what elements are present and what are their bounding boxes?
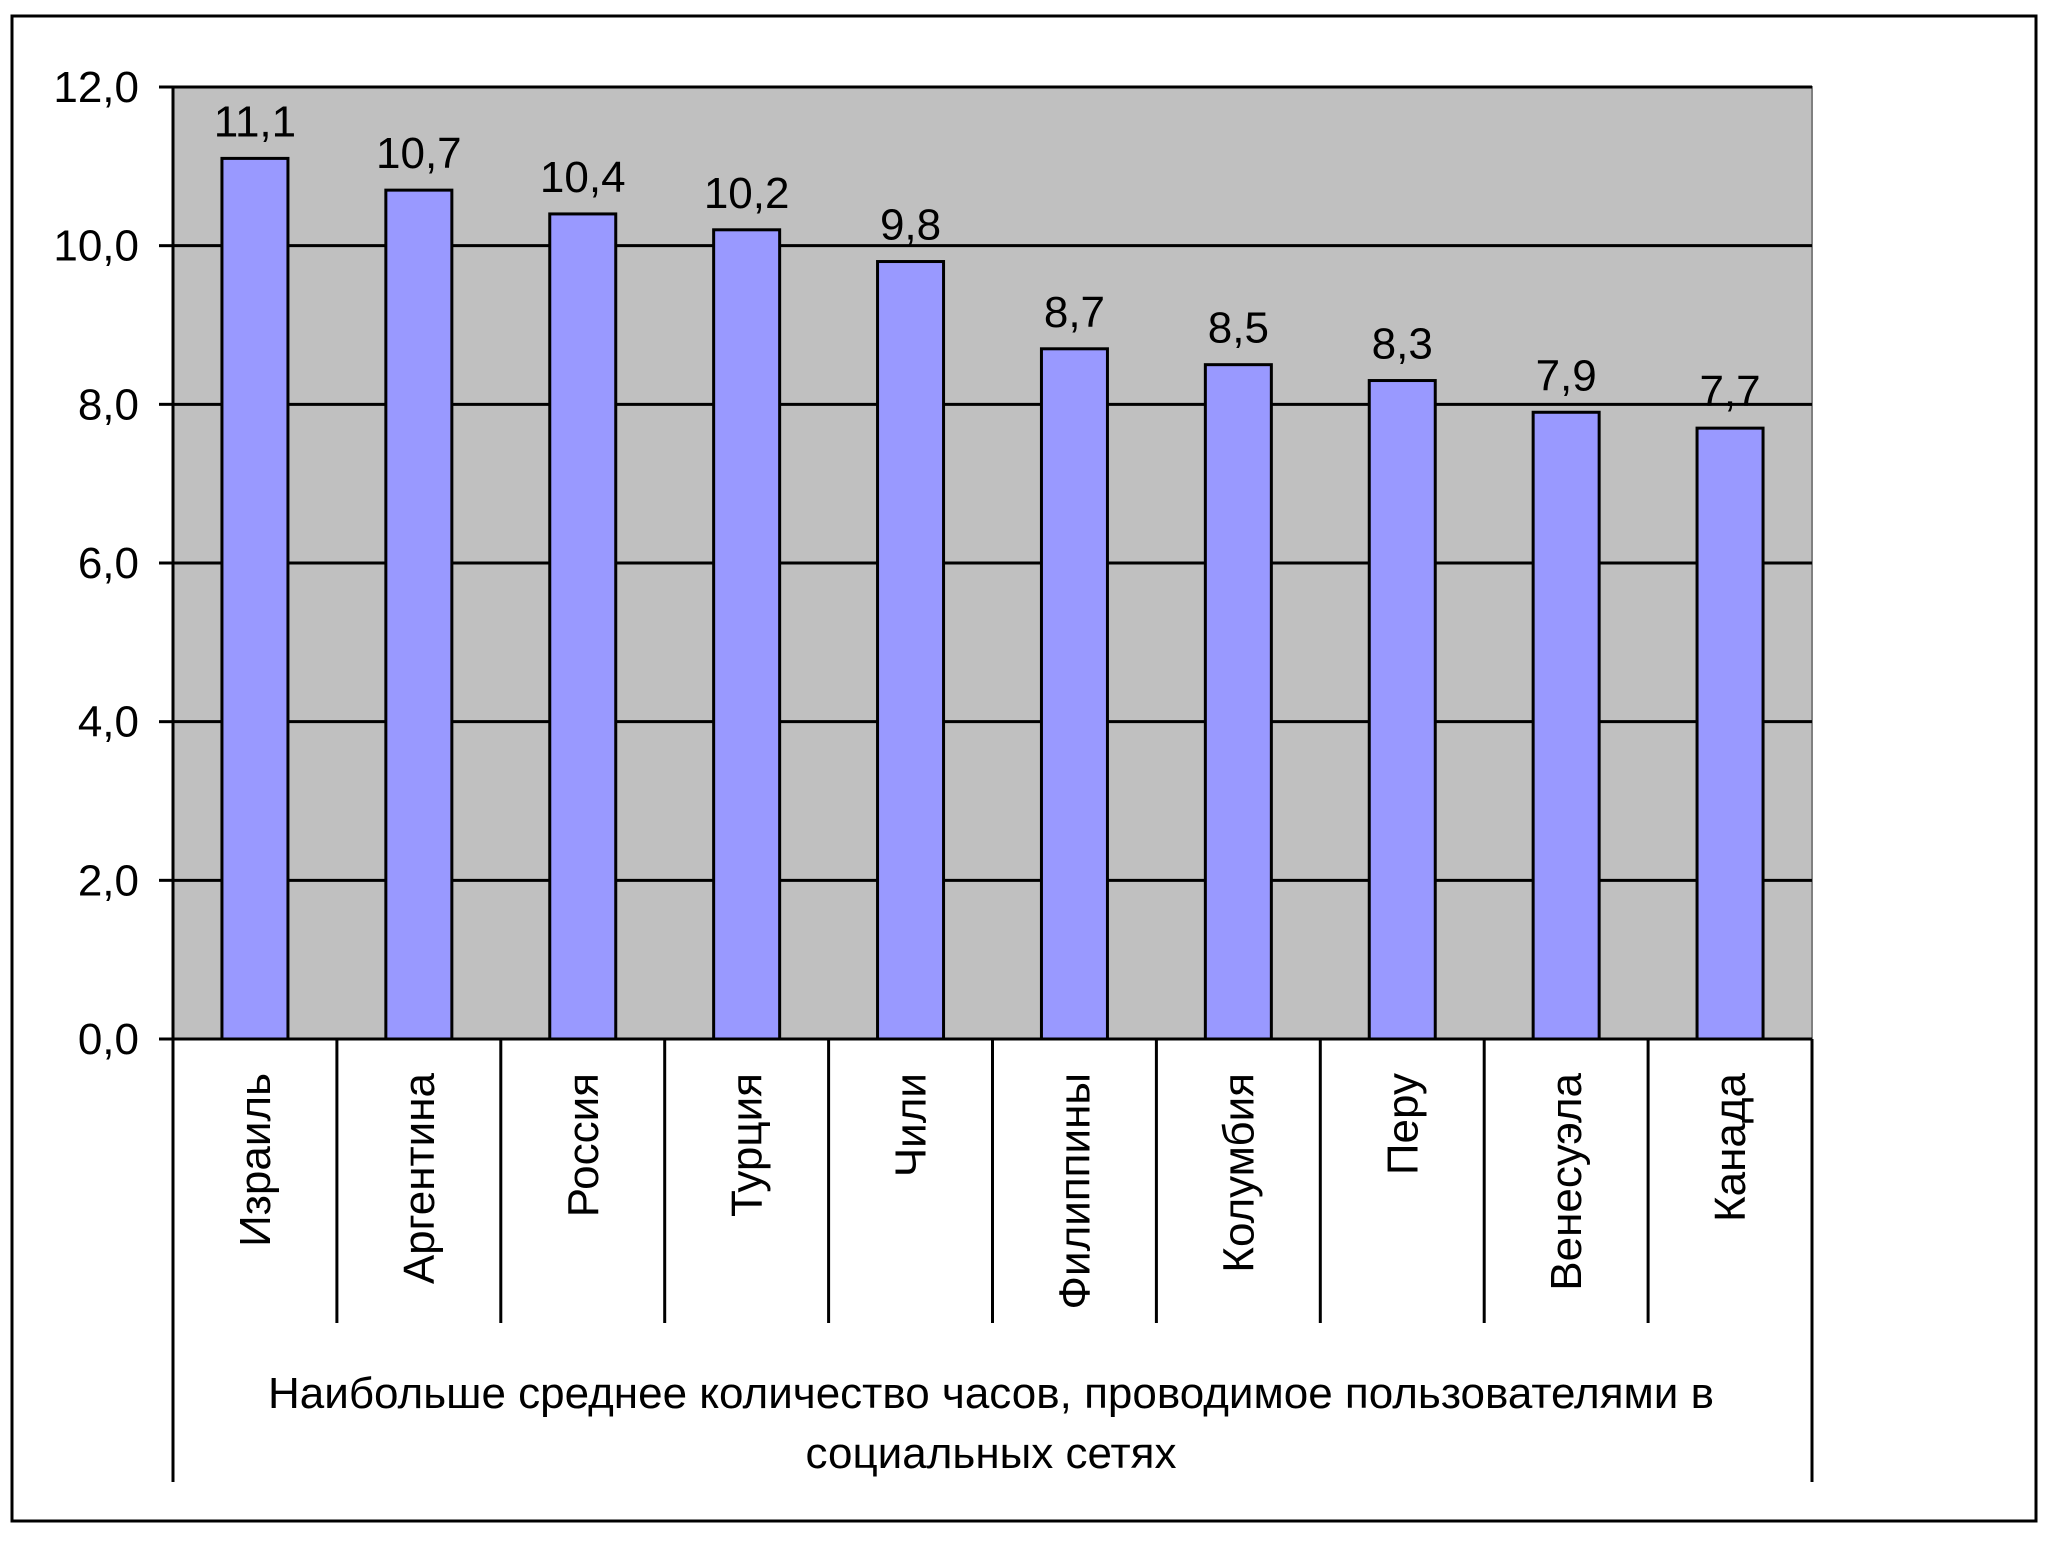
y-tick-label: 0,0	[78, 1015, 139, 1064]
x-category-label: Венесуэла	[1542, 1072, 1591, 1290]
x-category-label: Турция	[723, 1073, 772, 1217]
y-axis: 0,0 2,0 4,0 6,0 8,0 10,0 12,0	[53, 63, 175, 1064]
bar	[384, 188, 454, 1041]
y-tick-label: 4,0	[78, 698, 139, 747]
x-category-label: Аргентина	[395, 1072, 444, 1284]
bar	[220, 156, 290, 1041]
x-category-label: Израиль	[231, 1073, 280, 1247]
bar	[712, 228, 782, 1041]
bar	[548, 212, 618, 1041]
bar	[1367, 379, 1437, 1041]
bars	[220, 156, 1765, 1041]
x-axis-title-line-2: социальных сетях	[806, 1429, 1177, 1478]
x-category-label: Чили	[887, 1073, 936, 1177]
data-label: 9,8	[880, 201, 941, 250]
data-label: 11,1	[214, 97, 296, 146]
data-label: 8,3	[1372, 320, 1433, 369]
data-label: 10,2	[704, 169, 790, 218]
data-label: 10,4	[540, 153, 626, 202]
data-label: 7,9	[1536, 351, 1597, 400]
data-label: 10,7	[376, 129, 462, 178]
y-tick-label: 10,0	[53, 222, 139, 271]
x-axis: Израиль Аргентина Россия Турция Чили Филиппин…	[171, 1037, 1814, 1482]
data-label: 8,7	[1044, 288, 1105, 337]
bar	[1695, 426, 1765, 1041]
data-label: 7,7	[1699, 367, 1760, 416]
bar	[1531, 410, 1601, 1041]
y-tick-label: 8,0	[78, 380, 139, 429]
y-tick-label: 2,0	[78, 856, 139, 905]
bar	[876, 260, 946, 1041]
data-label: 8,5	[1208, 304, 1269, 353]
x-category-label: Россия	[559, 1073, 608, 1217]
data-labels: 11,1 10,7 10,4 10,2 9,8 8,7 8,5 8,3 7,9 7,7	[214, 97, 1761, 416]
y-tick-label: 6,0	[78, 539, 139, 588]
x-axis-title-line-1: Наибольше среднее количество часов, пров…	[268, 1369, 1714, 1418]
x-category-label: Перу	[1378, 1073, 1427, 1175]
x-category-label: Филиппины	[1050, 1073, 1099, 1309]
x-category-label: Канада	[1706, 1072, 1755, 1222]
y-tick-label: 12,0	[53, 63, 139, 112]
x-category-label: Колумбия	[1214, 1073, 1263, 1273]
bar	[1039, 347, 1109, 1041]
bar	[1203, 363, 1273, 1041]
